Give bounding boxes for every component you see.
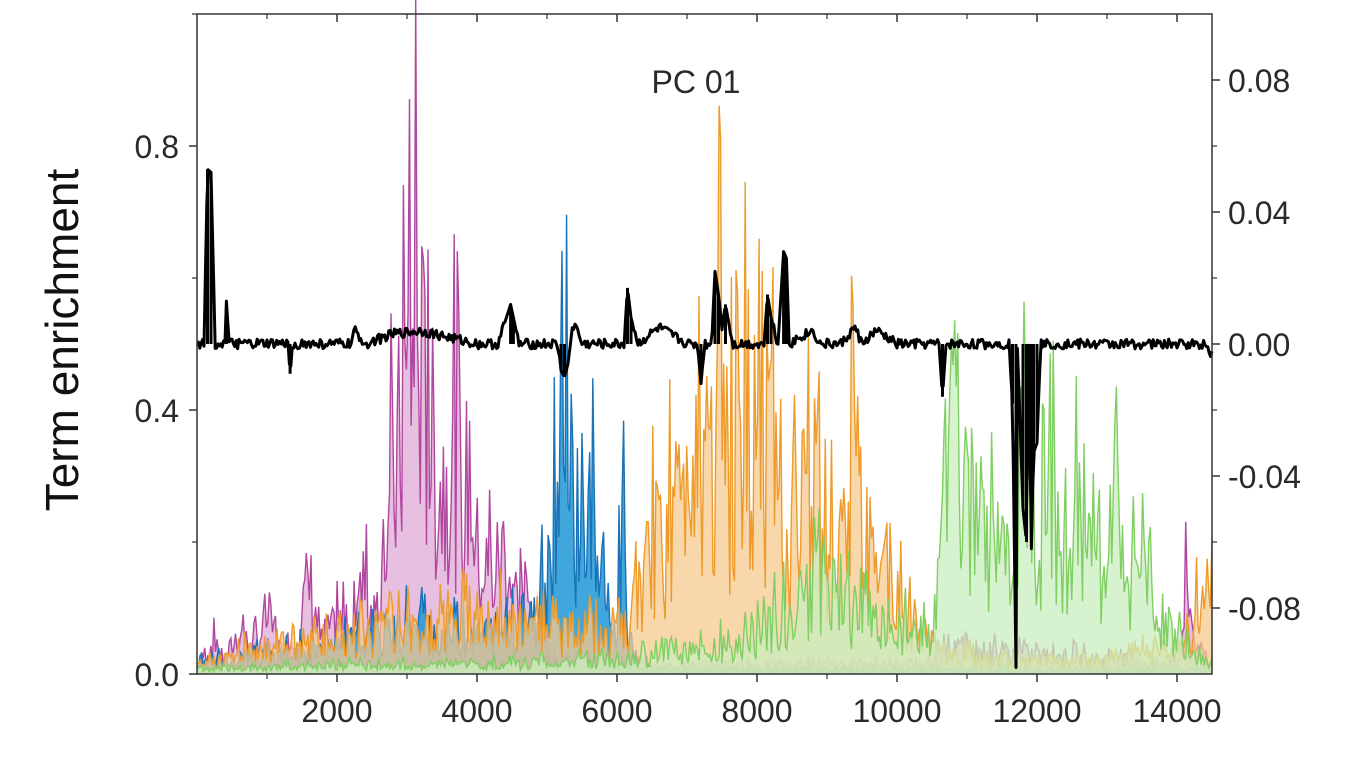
axis-layer: 2000 4000 6000 8000 10000 12000 14000 0.0 0.4 0.8…: [135, 13, 1301, 729]
y2-tick-label: 0.08: [1228, 63, 1290, 99]
x-tick-label: 10000: [853, 693, 942, 729]
x-tick-label: 2000: [301, 693, 372, 729]
y2-tick-label: 0.04: [1228, 195, 1290, 231]
y2-tick-label: 0.00: [1228, 327, 1290, 363]
series-orange-area: [197, 105, 1212, 675]
x-tick-label: 14000: [1133, 693, 1222, 729]
x-tick-label: 8000: [721, 693, 792, 729]
chart-title: PC 01: [652, 64, 741, 100]
x-tick-label: 4000: [441, 693, 512, 729]
x-tick-label: 6000: [581, 693, 652, 729]
series-layer: [196, 0, 1214, 675]
y-tick-label: 0.8: [135, 129, 179, 165]
x-tick-label: 12000: [993, 693, 1082, 729]
y2-tick-label: -0.04: [1228, 459, 1301, 495]
series-pc-loading-line: [196, 168, 1214, 669]
y2-tick-label: -0.08: [1228, 591, 1301, 627]
y-axis-label: Term enrichment: [36, 169, 88, 512]
y-tick-label: 0.0: [135, 657, 179, 693]
y-tick-label: 0.4: [135, 393, 179, 429]
series-green-line: [196, 301, 1213, 674]
